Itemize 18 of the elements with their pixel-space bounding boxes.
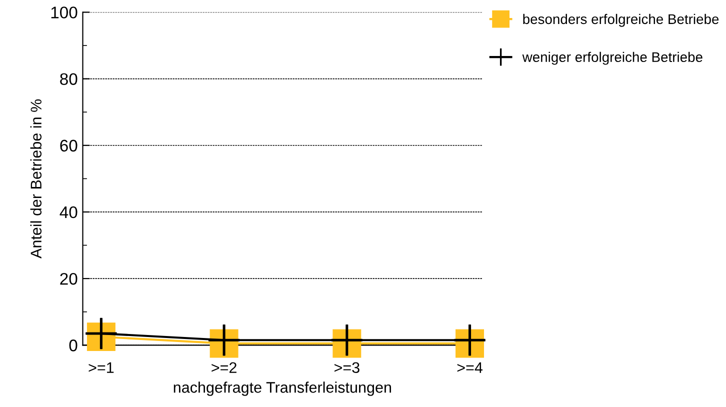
point [86, 318, 117, 350]
x-tick-label: >=4 [457, 362, 482, 373]
point [208, 324, 240, 356]
point [454, 324, 486, 356]
y-axis-title: Anteil der Betriebe in % [30, 99, 42, 258]
x-tick-label: >=1 [88, 362, 114, 373]
y-tick-label: 0 [69, 340, 78, 352]
legend-label: weniger erfolgreiche Betriebe [522, 52, 702, 65]
y-tick-label: 100 [51, 6, 78, 18]
y-tick-label: 20 [60, 272, 78, 285]
x-tick-label: >=2 [212, 362, 236, 373]
legend-label: besonders erfolgreiche Betriebe [523, 14, 719, 27]
x-axis-title: nachgefragte Transferleistungen [174, 382, 391, 396]
point [331, 324, 363, 356]
y-tick-label: 60 [60, 140, 78, 152]
y-tick-label: 80 [60, 73, 78, 85]
y-tick-label: 40 [60, 206, 78, 218]
x-tick-label: >=3 [334, 362, 360, 374]
